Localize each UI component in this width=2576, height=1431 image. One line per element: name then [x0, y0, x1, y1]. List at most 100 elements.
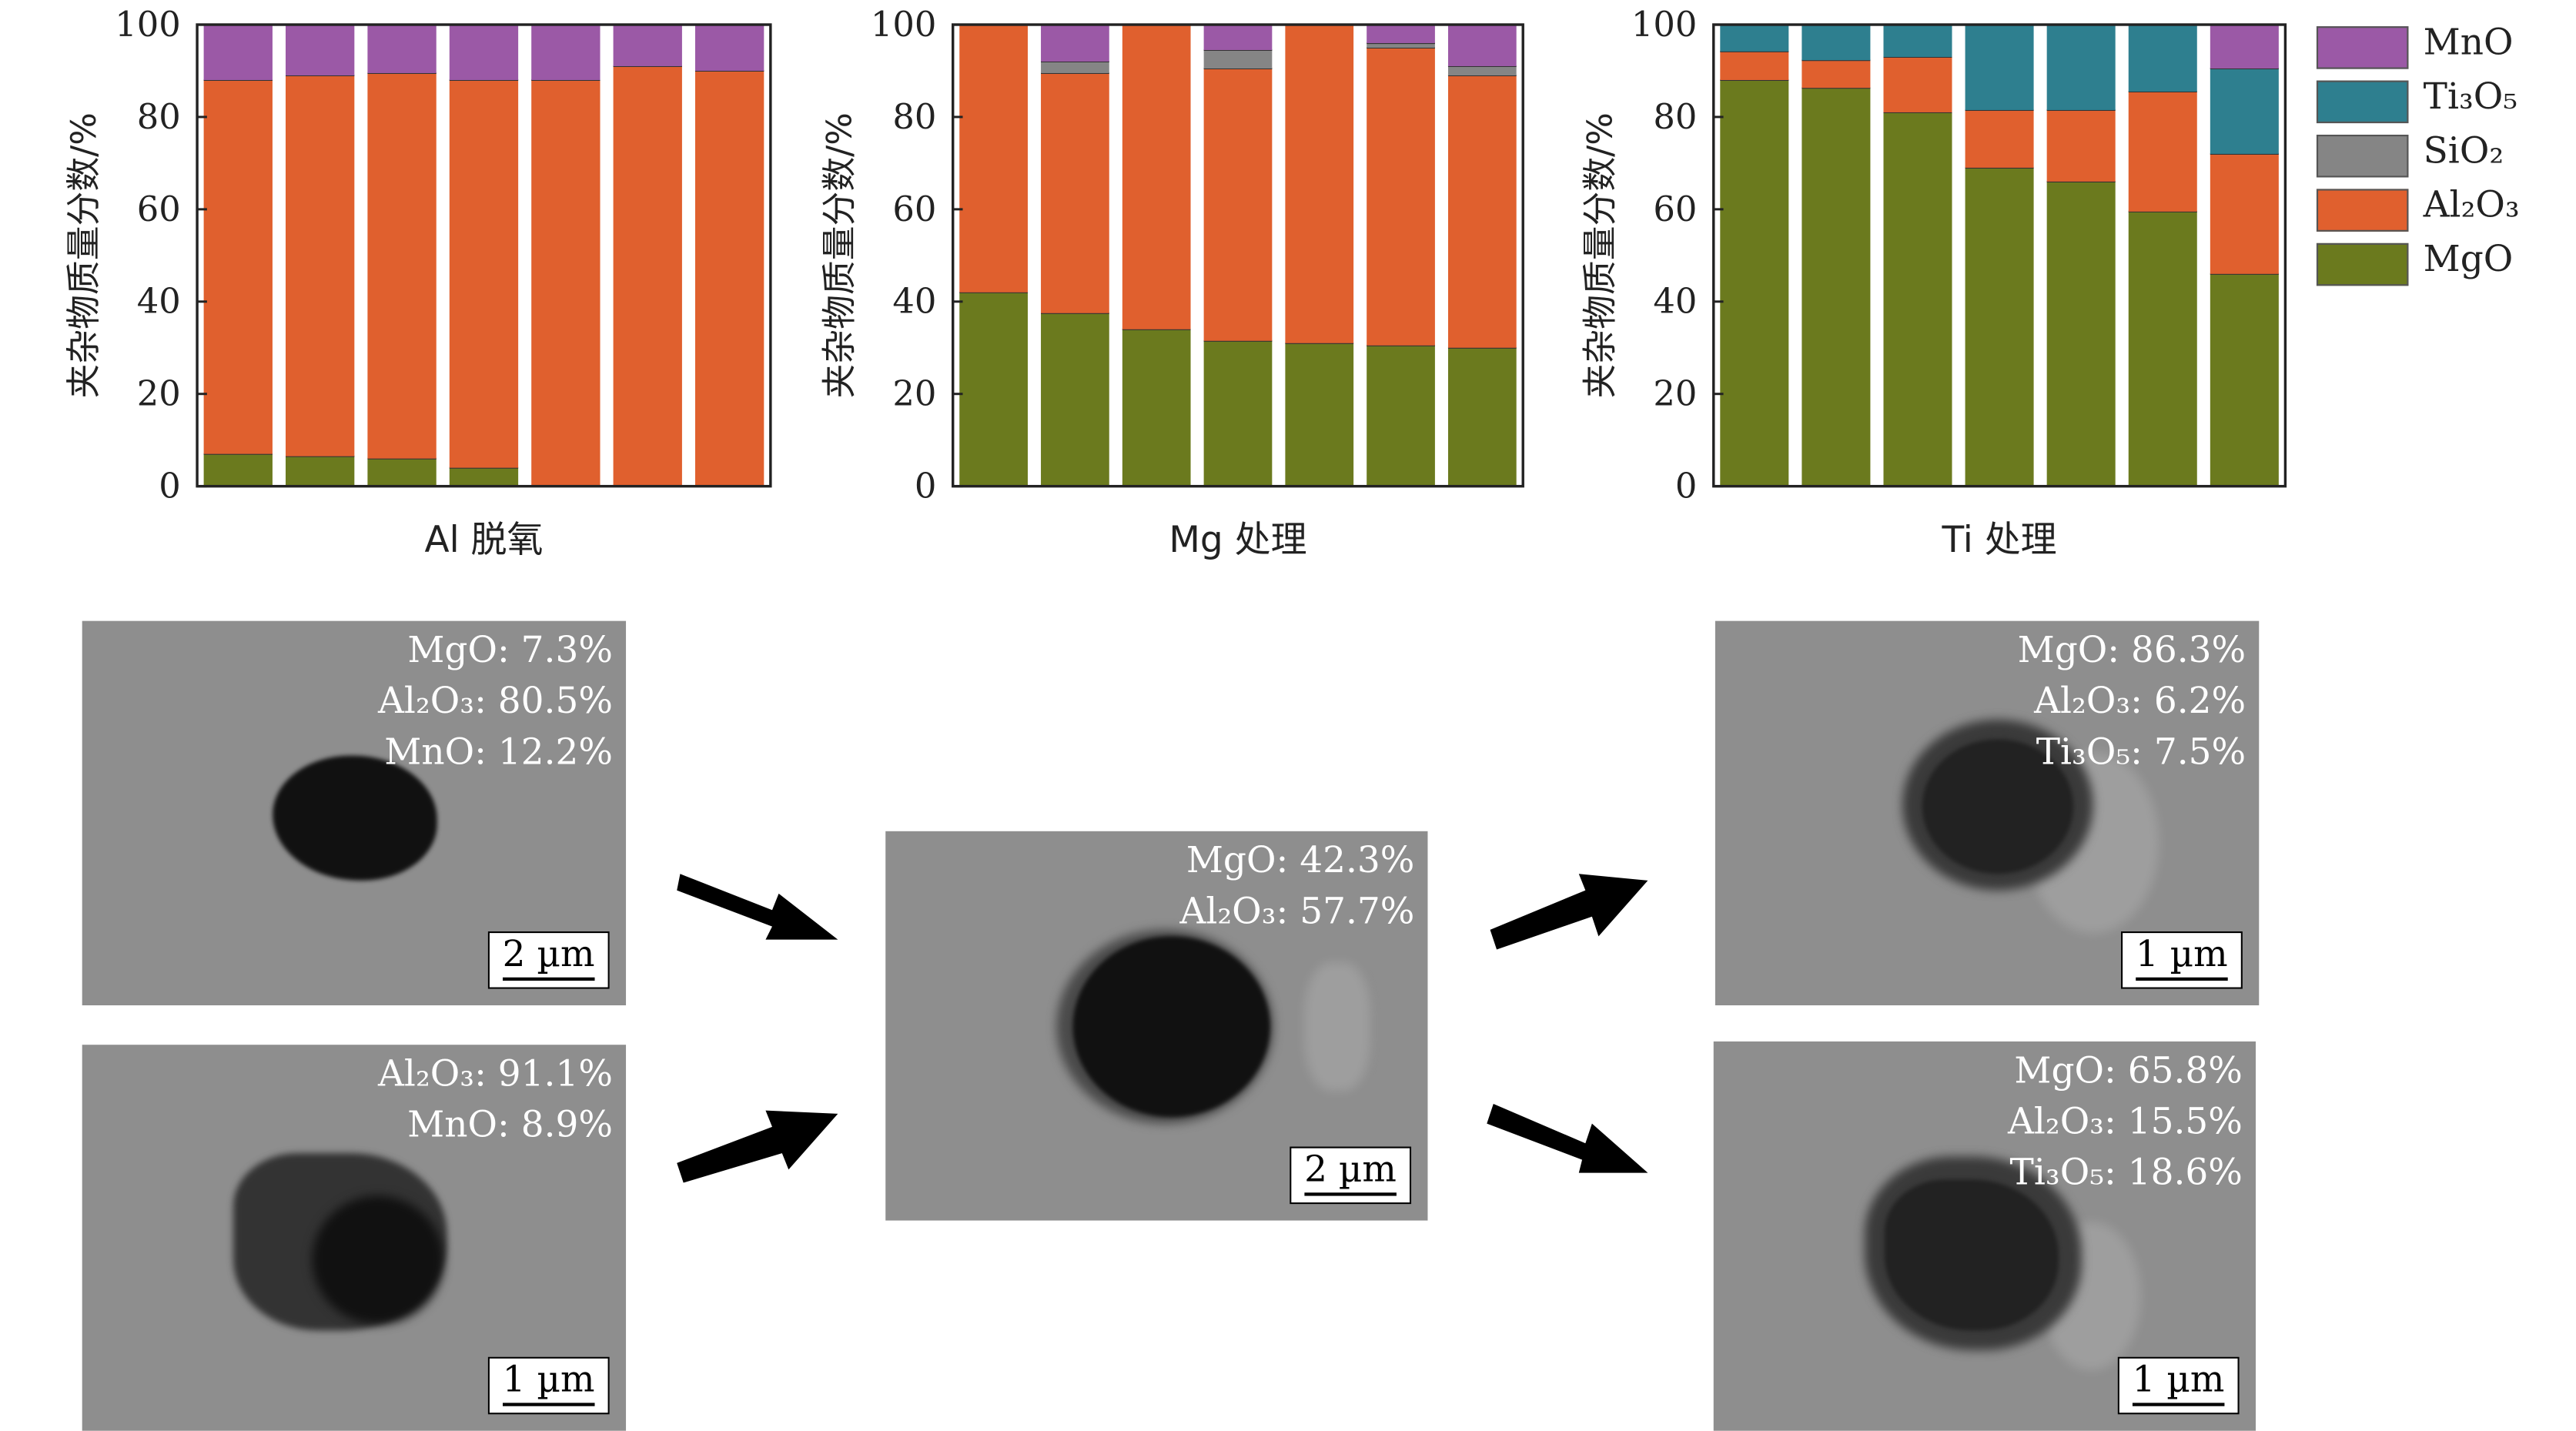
bar-segment-ti3o5 — [2128, 25, 2197, 92]
comp-line: MgO: 65.8% — [2014, 1051, 2243, 1093]
bar-segment-mgo — [2046, 181, 2116, 486]
legend-swatch — [2316, 26, 2409, 69]
sem-image-al-deox-a: MgO: 7.3% Al₂O₃: 80.5% MnO: 12.2% 2 µm — [82, 620, 627, 1006]
comp-line: Al₂O₃: 91.1% — [378, 1055, 613, 1096]
comp-line: Ti₃O₅: 18.6% — [2009, 1153, 2243, 1195]
bar-segment-al2o3 — [959, 25, 1028, 293]
bar-segment-mno — [449, 25, 519, 80]
scale-bar: 1 µm — [2117, 1356, 2240, 1415]
comp-line: Al₂O₃: 15.5% — [2007, 1102, 2243, 1144]
bar-segment-mgo — [1203, 340, 1273, 486]
y-tick-label: 100 — [871, 4, 937, 45]
bar-segment-al2o3 — [1122, 25, 1191, 329]
bar-segment-al2o3 — [2210, 153, 2279, 274]
scale-bar-label: 2 µm — [502, 934, 595, 976]
inclusion-particle — [312, 1195, 444, 1325]
y-axis-label: 夹杂物质量分数/% — [818, 112, 859, 398]
bar-segment-al2o3 — [1447, 75, 1517, 348]
bar-segment-mno — [367, 25, 437, 73]
bar-segment-mgo — [1285, 343, 1354, 486]
inclusion-particle — [1072, 936, 1270, 1118]
composition-label: MgO: 86.3% Al₂O₃: 6.2% Ti₃O₅: 7.5% — [2018, 626, 2246, 778]
y-tick-label: 100 — [1631, 4, 1698, 45]
bar-segment-al2o3 — [203, 79, 273, 454]
x-axis-label: Mg 处理 — [1169, 519, 1306, 561]
bar-segment-ti3o5 — [2046, 25, 2116, 110]
comp-line: Al₂O₃: 80.5% — [378, 681, 613, 723]
legend-label: Ti₃O₅ — [2423, 77, 2518, 119]
y-tick-label: 80 — [892, 96, 936, 137]
bar-segment-mno — [2210, 25, 2279, 69]
y-tick-label: 80 — [1653, 96, 1697, 137]
y-tick-label: 40 — [892, 281, 936, 322]
bar-segment-al2o3 — [1041, 72, 1109, 313]
bar-segment-ti3o5 — [1720, 25, 1789, 52]
scale-bar-label: 1 µm — [502, 1359, 595, 1402]
chart-svg: 0 20 40 60 80 100 夹杂物质量分数/% Al 脱氧 — [63, 4, 772, 561]
bar-segment-mno — [1367, 25, 1435, 43]
scale-bar-label: 2 µm — [1304, 1149, 1397, 1192]
bar-segment-mgo — [203, 453, 273, 486]
y-tick-label: 20 — [1653, 373, 1697, 414]
speckle — [1304, 962, 1370, 1091]
comp-line: MnO: 12.2% — [384, 732, 613, 774]
y-tick-label: 60 — [137, 189, 181, 229]
y-tick-label: 100 — [115, 4, 181, 45]
x-axis-label: Al 脱氧 — [424, 519, 543, 561]
legend-swatch — [2316, 134, 2409, 178]
y-tick-label: 0 — [1675, 466, 1698, 507]
bar-segment-mno — [1447, 25, 1517, 66]
bar-segment-al2o3 — [367, 72, 437, 459]
chart-svg: 0 20 40 60 80 100 夹杂物质量分数/% Ti 处理 — [1579, 4, 2287, 561]
comp-line: MnO: 8.9% — [407, 1105, 613, 1147]
comp-line: Al₂O₃: 57.7% — [1179, 891, 1415, 934]
bar-segment-mgo — [2210, 273, 2279, 486]
comp-line: MgO: 42.3% — [1186, 841, 1415, 882]
comp-line: Ti₃O₅: 7.5% — [2036, 732, 2246, 774]
bar-segment-sio2 — [1203, 49, 1273, 69]
scale-bar: 1 µm — [487, 1356, 610, 1415]
bar-segment-ti3o5 — [2210, 68, 2279, 154]
comp-line: MgO: 86.3% — [2017, 630, 2246, 672]
bar-segment-al2o3 — [449, 79, 519, 468]
bar-segment-al2o3 — [2046, 109, 2116, 182]
bar-segment-mgo — [449, 467, 519, 486]
bar-segment-mno — [694, 25, 764, 71]
y-tick-label: 40 — [137, 281, 181, 322]
inclusion-particle — [273, 755, 437, 881]
y-tick-label: 80 — [137, 96, 181, 137]
y-axis-label: 夹杂物质量分数/% — [1579, 112, 1620, 398]
y-tick-label: 20 — [892, 373, 936, 414]
bar-segment-mgo — [1965, 167, 2034, 486]
chart-ti-treatment: 0 20 40 60 80 100 夹杂物质量分数/% Ti 处理 — [1520, 0, 2341, 575]
bar-segment-sio2 — [1447, 65, 1517, 75]
bar-segment-mgo — [286, 456, 355, 486]
sem-image-al-deox-b: Al₂O₃: 91.1% MnO: 8.9% 1 µm — [82, 1045, 627, 1431]
scale-bar: 1 µm — [2120, 931, 2243, 989]
arrow-icon — [1490, 874, 1648, 950]
bar-segment-al2o3 — [531, 79, 601, 486]
bar-segment-mgo — [1367, 345, 1435, 486]
inclusion-particle — [1922, 739, 2074, 874]
bar-segment-al2o3 — [694, 70, 764, 486]
plot-frame — [1712, 23, 2287, 488]
bar-segment-al2o3 — [2128, 91, 2197, 212]
bar-segment-mno — [613, 25, 682, 66]
composition-label: MgO: 7.3% Al₂O₃: 80.5% MnO: 12.2% — [378, 626, 613, 778]
bar-segment-mgo — [1447, 347, 1517, 486]
bar-segment-mgo — [1122, 329, 1191, 486]
y-tick-label: 0 — [915, 466, 937, 507]
bar-segment-sio2 — [1367, 42, 1435, 48]
bar-segment-al2o3 — [1203, 68, 1273, 341]
y-axis-label: 夹杂物质量分数/% — [63, 112, 104, 398]
sem-image-mg-treat: MgO: 42.3% Al₂O₃: 57.7% 2 µm — [885, 831, 1428, 1221]
bar-segment-mgo — [1720, 79, 1789, 486]
scale-bar: 2 µm — [1289, 1146, 1412, 1205]
bar-segment-al2o3 — [1965, 109, 2034, 168]
bar-segment-mno — [1041, 25, 1109, 62]
bar-segment-ti3o5 — [1965, 25, 2034, 110]
bar-segment-ti3o5 — [1883, 25, 1952, 57]
legend-swatch — [2316, 189, 2409, 232]
y-tick-label: 60 — [892, 189, 936, 229]
